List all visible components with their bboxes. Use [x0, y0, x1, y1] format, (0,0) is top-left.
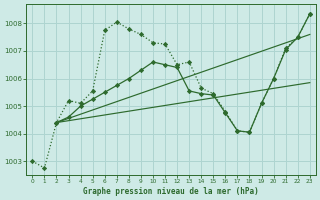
X-axis label: Graphe pression niveau de la mer (hPa): Graphe pression niveau de la mer (hPa) [83, 187, 259, 196]
